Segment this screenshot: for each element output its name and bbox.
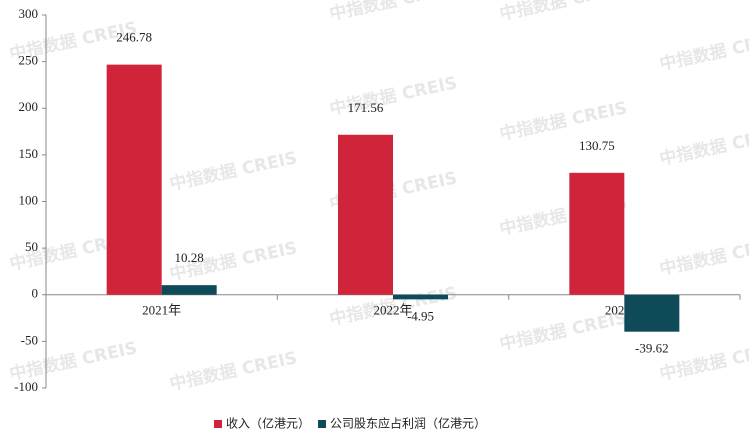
bar [338, 134, 393, 295]
watermark: 中指数据 CREIS [658, 122, 749, 170]
bar [569, 172, 625, 295]
value-label: -39.62 [635, 341, 669, 356]
y-tick-label: 200 [19, 99, 39, 114]
bar [393, 294, 448, 300]
y-tick-label: 150 [19, 146, 39, 161]
y-tick-label: 100 [19, 192, 39, 207]
legend-label: 公司股东应占利润（亿港元） [330, 416, 486, 431]
value-label: 130.75 [579, 138, 615, 153]
y-tick-label: 250 [19, 53, 39, 68]
value-label: 246.78 [116, 30, 152, 45]
legend-swatch [318, 420, 327, 428]
bar [624, 294, 680, 332]
watermark: 中指数据 CREIS [168, 147, 299, 195]
y-tick-label: -100 [14, 379, 38, 394]
watermark: 中指数据 CREIS [658, 27, 749, 75]
legend-swatch [214, 420, 222, 428]
bar [106, 64, 162, 295]
watermark: 中指数据 CREIS [328, 0, 459, 25]
x-tick-label: 2021年 [142, 303, 181, 318]
value-label: -4.95 [407, 308, 434, 323]
y-tick-label: 0 [32, 286, 39, 301]
watermark: 中指数据 CREIS [658, 232, 749, 280]
y-tick-label: -50 [21, 332, 38, 347]
watermark: 中指数据 CREIS [498, 0, 629, 25]
y-tick-label: 50 [25, 239, 38, 254]
legend-label: 收入（亿港元） [226, 416, 310, 431]
x-tick-label: 2022年 [373, 303, 412, 318]
watermark: 中指数据 CREIS [658, 337, 749, 385]
bar [161, 285, 217, 295]
y-tick-label: 300 [19, 6, 39, 21]
value-label: 10.28 [175, 250, 204, 265]
watermark: 中指数据 CREIS [168, 347, 299, 395]
value-label: 171.56 [348, 100, 384, 115]
